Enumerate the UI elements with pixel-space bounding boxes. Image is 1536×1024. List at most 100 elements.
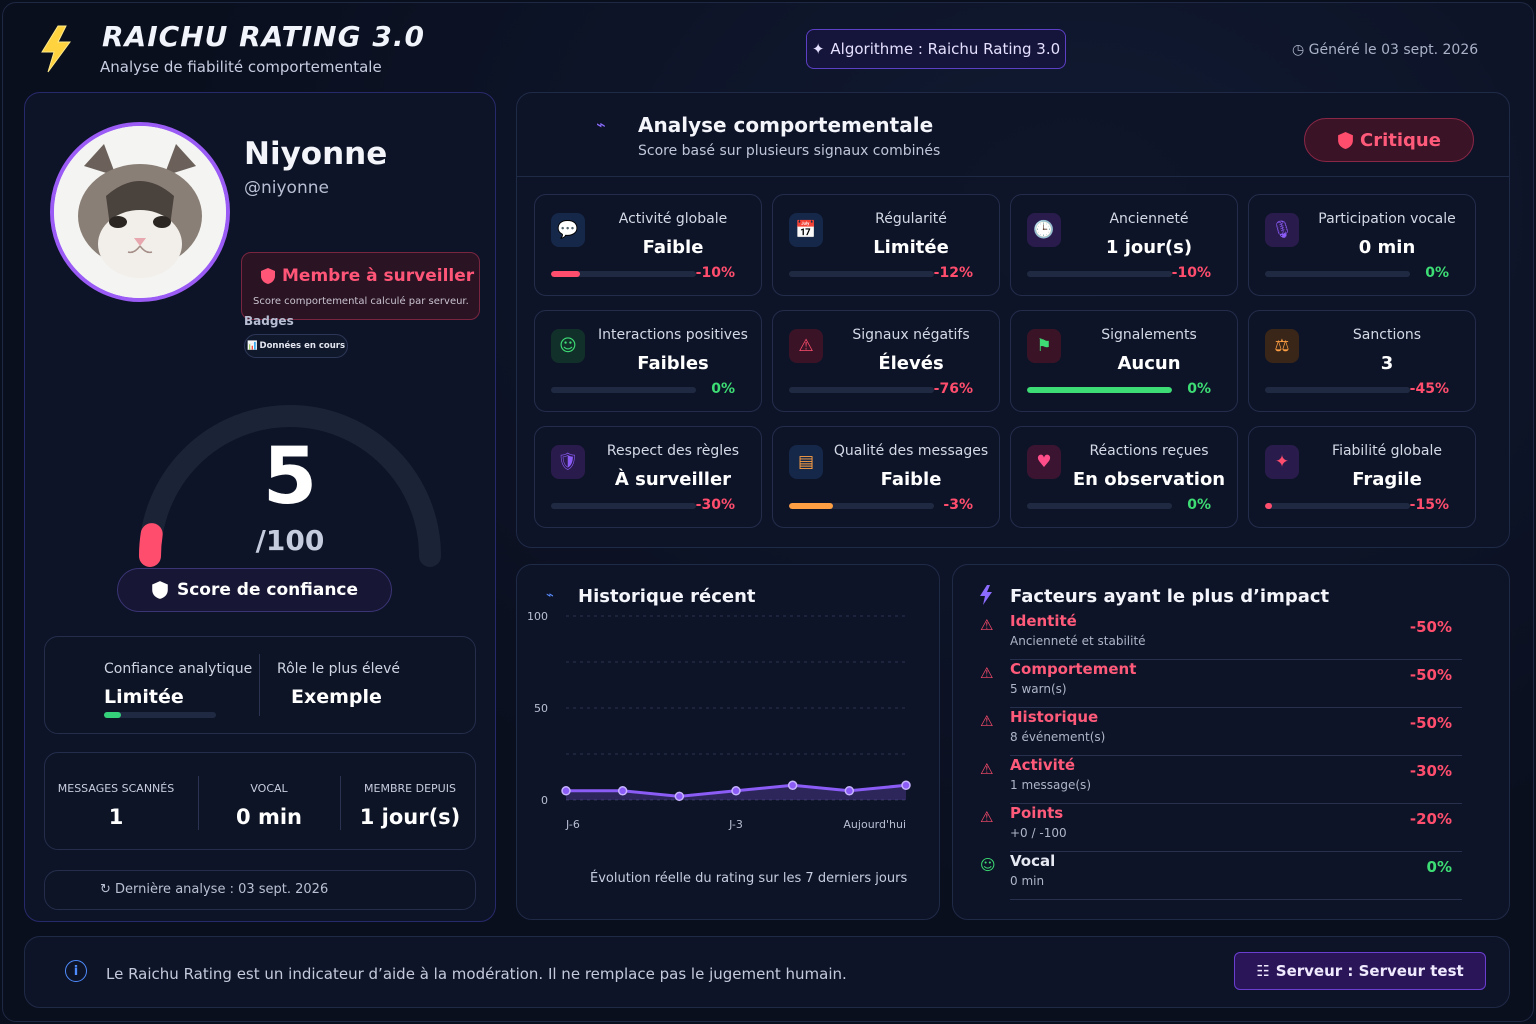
list-icon: ☷ [1256, 962, 1270, 980]
signal-value: Faible [642, 237, 704, 258]
factors-panel [952, 564, 1510, 920]
factor-detail: 0 min [1010, 874, 1045, 888]
factor-percent: -20% [1409, 810, 1452, 828]
algorithm-label: Algorithme : Raichu Rating 3.0 [830, 40, 1061, 58]
divider [1010, 851, 1462, 852]
history-title: Historique récent [578, 586, 756, 607]
signal-card[interactable]: 📅 Régularité Limitée -12% [772, 194, 1000, 296]
signal-label: Ancienneté [1109, 211, 1189, 227]
history-caption: Évolution réelle du rating sur les 7 der… [590, 871, 908, 886]
analytic-confidence-label: Confiance analytique [104, 661, 253, 677]
y-tick-label: 50 [534, 702, 548, 715]
signal-card[interactable]: 🕒 Ancienneté 1 jour(s) -10% [1010, 194, 1238, 296]
signal-percent: -45% [1409, 381, 1449, 397]
factor-row[interactable]: ⚠ Activité 1 message(s) -30% [980, 756, 1462, 804]
signal-bar [789, 503, 934, 509]
signal-card[interactable]: ▤ Qualité des messages Faible -3% [772, 426, 1000, 528]
score-value: 5 [262, 432, 318, 522]
signal-bar [1027, 503, 1172, 509]
signal-label: Signalements [1101, 327, 1197, 343]
signal-card[interactable]: ⚑ Signalements Aucun 0% [1010, 310, 1238, 412]
stat-value: 0 min [236, 805, 302, 829]
pulse-icon: ⌁ [596, 115, 606, 134]
analytic-confidence-value: Limitée [104, 686, 184, 708]
shield-icon [261, 268, 275, 284]
signal-percent: 0% [711, 381, 735, 397]
signal-card[interactable]: 🛡 Respect des règles À surveiller -30% [534, 426, 762, 528]
y-tick-label: 100 [527, 610, 548, 623]
signal-card[interactable]: 💬 Activité globale Faible -10% [534, 194, 762, 296]
divider [198, 776, 199, 830]
factor-row[interactable]: ⚠ Historique 8 événement(s) -50% [980, 708, 1462, 756]
factor-row[interactable]: ☺ Vocal 0 min 0% [980, 852, 1462, 900]
warning-icon: ⚠ [980, 808, 994, 826]
severity-badge[interactable]: Critique [1304, 118, 1474, 162]
signal-percent: -12% [933, 265, 973, 281]
signal-value: Faible [880, 469, 942, 490]
signal-value: 3 [1380, 353, 1394, 374]
signal-percent: -15% [1409, 497, 1449, 513]
signal-bar-fill [789, 503, 833, 509]
signal-card[interactable]: ✦ Fiabilité globale Fragile -15% [1248, 426, 1476, 528]
signal-percent: 0% [1187, 497, 1211, 513]
behaviour-subtitle: Score basé sur plusieurs signaux combiné… [638, 143, 941, 159]
app-subtitle: Analyse de fiabilité comportementale [100, 58, 382, 76]
microphone-icon: 🎙 [1265, 213, 1299, 247]
signal-percent: 0% [1187, 381, 1211, 397]
signal-card[interactable]: 🎙 Participation vocale 0 min 0% [1248, 194, 1476, 296]
badge-label: Données en cours [259, 341, 346, 351]
factor-row[interactable]: ⚠ Identité Ancienneté et stabilité -50% [980, 612, 1462, 660]
divider [1010, 707, 1462, 708]
badge-chip[interactable]: 📊 Données en cours [244, 334, 348, 358]
sparkle-icon: ✦ [1265, 445, 1299, 479]
signal-value: Fragile [1352, 469, 1422, 490]
x-tick-label: J-6 [565, 818, 580, 831]
signal-bar-fill [1265, 503, 1273, 509]
trust-score-button[interactable]: Score de confiance [117, 568, 392, 612]
scales-icon: ⚖ [1265, 329, 1299, 363]
stat-value: 1 jour(s) [359, 805, 461, 829]
signal-label: Réactions reçues [1089, 443, 1209, 459]
signal-label: Respect des règles [606, 443, 740, 459]
signal-percent: -3% [943, 497, 973, 513]
signal-bar [789, 271, 934, 277]
signal-bar [551, 271, 696, 277]
signal-card[interactable]: ♥ Réactions reçues En observation 0% [1010, 426, 1238, 528]
signal-card[interactable]: ⚠ Signaux négatifs Élevés -76% [772, 310, 1000, 412]
gauge-fill [138, 523, 163, 567]
divider [1010, 755, 1462, 756]
smile-icon: ☺ [551, 329, 585, 363]
lightning-logo-icon [41, 25, 71, 73]
divider [340, 776, 341, 830]
warning-icon: ⚠ [980, 616, 994, 634]
factor-percent: -30% [1409, 762, 1452, 780]
divider [517, 176, 1509, 177]
signal-bar [789, 387, 934, 393]
factor-row[interactable]: ⚠ Comportement 5 warn(s) -50% [980, 660, 1462, 708]
signal-percent: -76% [933, 381, 973, 397]
analytic-confidence-fill [104, 712, 121, 718]
server-button[interactable]: ☷ Serveur : Serveur test [1234, 952, 1486, 990]
flag-icon: ⚑ [1027, 329, 1061, 363]
badges-label: Badges [244, 314, 294, 328]
factor-row[interactable]: ⚠ Points +0 / -100 -20% [980, 804, 1462, 852]
signal-card[interactable]: ☺ Interactions positives Faibles 0% [534, 310, 762, 412]
score-max: /100 [255, 524, 325, 557]
signal-card[interactable]: ⚖ Sanctions 3 -45% [1248, 310, 1476, 412]
stat-label: MEMBRE DEPUIS [364, 782, 456, 795]
signal-bar [551, 387, 696, 393]
divider [1010, 899, 1462, 900]
role-label: Rôle le plus élevé [277, 661, 400, 677]
calendar-icon: 📅 [789, 213, 823, 247]
data-point [844, 786, 855, 796]
signal-bar [1027, 271, 1172, 277]
role-value: Exemple [291, 686, 382, 708]
data-point [901, 780, 911, 791]
status-title-text: Membre à surveiller [282, 266, 475, 286]
signal-value: À surveiller [614, 469, 732, 490]
score-gauge [138, 405, 441, 567]
signal-value: En observation [1072, 469, 1226, 490]
divider [259, 654, 260, 716]
signal-bar [551, 503, 696, 509]
stat-label: MESSAGES SCANNÉS [57, 782, 175, 795]
